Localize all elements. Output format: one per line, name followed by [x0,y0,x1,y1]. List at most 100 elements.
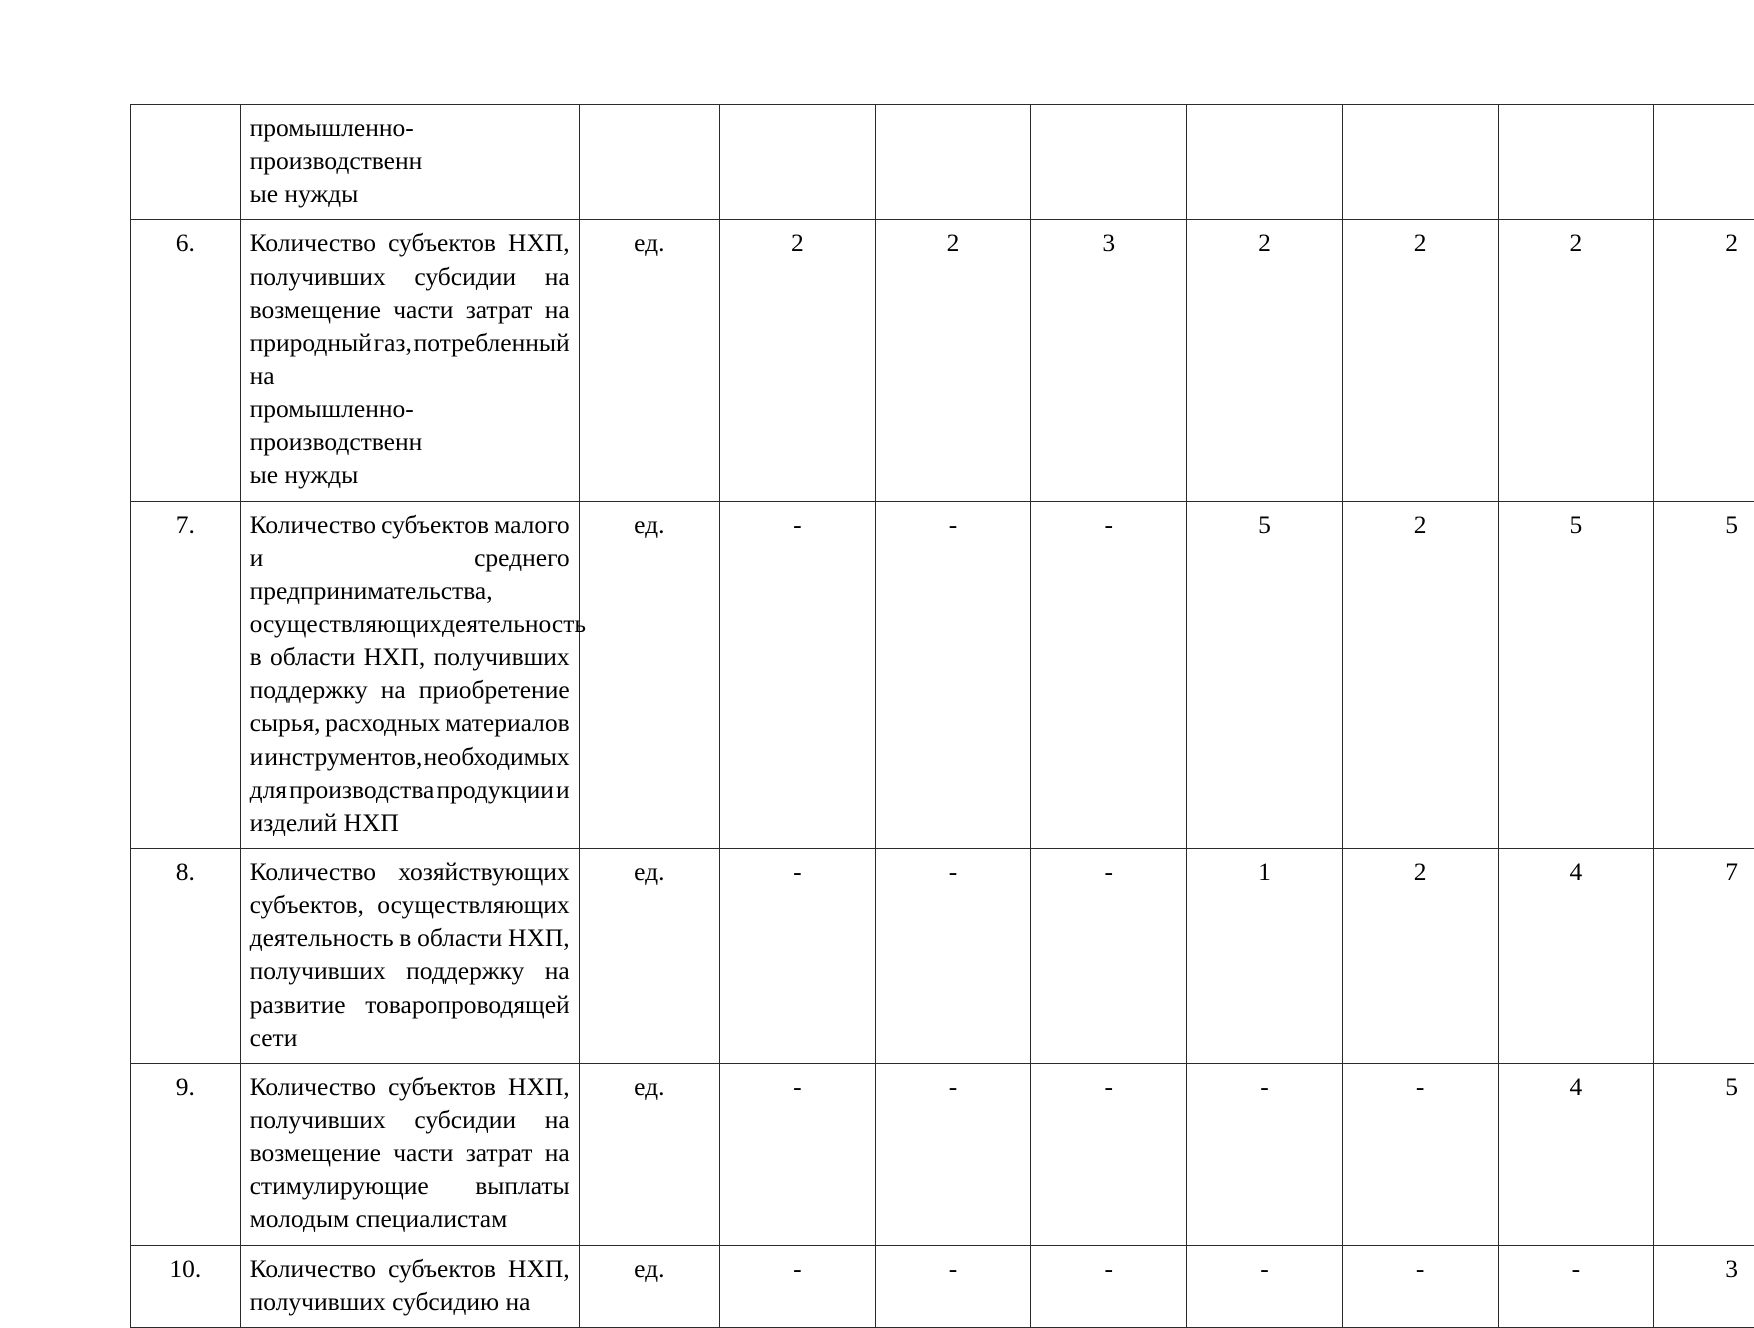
cell-value: 5 [1654,501,1754,848]
cell-unit: ед. [579,848,719,1063]
cell-value [1654,105,1754,220]
cell-value: - [875,501,1031,848]
cell-row-number: 10. [131,1245,241,1327]
cell-unit: ед. [579,501,719,848]
indicator-name-line: молодым специалистам [250,1202,570,1235]
cell-value [1031,105,1187,220]
cell-unit: ед. [579,1063,719,1245]
cell-row-number [131,105,241,220]
cell-value: 5 [1187,501,1343,848]
indicator-name-line: ые нужды [250,458,570,491]
cell-value [875,105,1031,220]
cell-unit: ед. [579,1245,719,1327]
indicator-name-line: изделий НХП [250,806,570,839]
cell-value: - [1031,1063,1187,1245]
indicator-name-line: на [250,359,570,392]
cell-value: - [1031,501,1187,848]
cell-value [720,105,876,220]
indicator-name-line: сети [250,1021,570,1054]
cell-value: 2 [1187,220,1343,501]
cell-value: 4 [1498,1063,1654,1245]
cell-value: - [1498,1245,1654,1327]
cell-value [1187,105,1343,220]
cell-value: 5 [1498,501,1654,848]
cell-value: - [720,848,876,1063]
indicator-name-line: предпринимательства, [250,574,570,607]
cell-value: 2 [720,220,876,501]
cell-value: 3 [1654,1245,1754,1327]
cell-value: 2 [875,220,1031,501]
indicator-name-line: ые нужды [250,177,570,210]
cell-value: - [1031,848,1187,1063]
cell-value: 1 [1187,848,1343,1063]
cell-value: 4 [1498,848,1654,1063]
indicator-name-line: получивших субсидию на [250,1285,570,1318]
cell-value: 2 [1498,220,1654,501]
cell-row-number: 9. [131,1063,241,1245]
indicator-name-line: промышленно-производственн [250,392,570,458]
cell-value: - [875,848,1031,1063]
cell-value: 2 [1342,501,1498,848]
indicator-name-line: промышленно-производственн [250,111,570,177]
cell-value: - [720,1245,876,1327]
cell-row-number: 6. [131,220,241,501]
cell-value [1342,105,1498,220]
cell-value: - [875,1245,1031,1327]
cell-value: - [1187,1245,1343,1327]
cell-value: - [875,1063,1031,1245]
cell-row-number: 8. [131,848,241,1063]
cell-unit [579,105,719,220]
cell-value: 2 [1342,220,1498,501]
cell-value [1498,105,1654,220]
cell-row-number: 7. [131,501,241,848]
cell-value: 3 [1031,220,1187,501]
cell-unit: ед. [579,220,719,501]
cell-value: - [1342,1063,1498,1245]
cell-value: 2 [1342,848,1498,1063]
cell-value: - [1342,1245,1498,1327]
cell-value: 7 [1654,848,1754,1063]
cell-value: - [1187,1063,1343,1245]
cell-value: - [720,1063,876,1245]
cell-value: - [1031,1245,1187,1327]
cell-value: 5 [1654,1063,1754,1245]
cell-value: 2 [1654,220,1754,501]
